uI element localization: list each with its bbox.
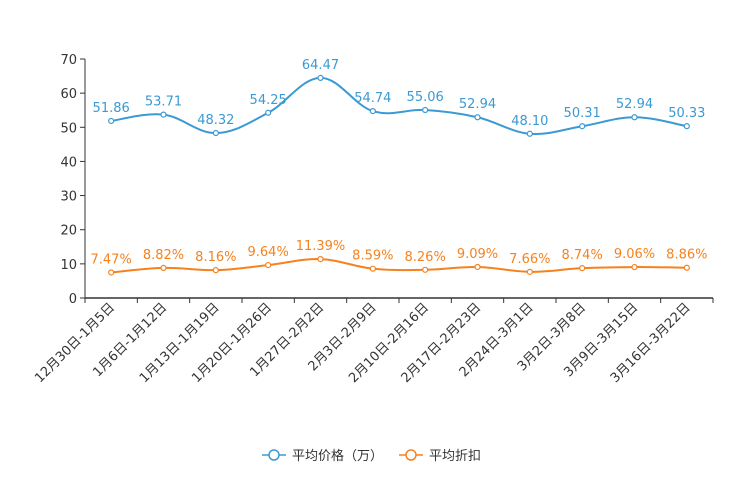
data-point — [683, 123, 690, 130]
data-label: 9.09% — [457, 247, 498, 262]
data-point — [579, 265, 586, 272]
data-point — [579, 123, 586, 130]
y-tick-label: 30 — [60, 190, 77, 205]
legend-marker-icon — [405, 449, 417, 461]
data-point — [108, 117, 115, 125]
data-label: 8.16% — [195, 250, 236, 265]
data-label: 50.33 — [668, 106, 705, 121]
data-label: 8.26% — [405, 250, 446, 265]
data-point — [631, 263, 638, 271]
data-point — [369, 265, 376, 272]
legend-item-2: 平均折扣 — [399, 449, 481, 464]
data-point — [108, 269, 115, 276]
data-point — [265, 109, 272, 116]
data-label: 7.47% — [91, 252, 132, 267]
legend: 平均价格（万） 平均折扣 — [262, 448, 481, 464]
series-line — [111, 258, 687, 274]
legend-label: 平均价格（万） — [292, 448, 383, 464]
data-label: 9.06% — [614, 247, 655, 262]
series-layer: 51.86 53.71 48.32 54.25 64.47 54.74 55.06 52.94… — [91, 58, 707, 276]
legend-label: 平均折扣 — [429, 449, 481, 464]
data-label: 48.32 — [197, 113, 234, 128]
data-label: 8.86% — [666, 248, 707, 263]
data-label: 8.59% — [352, 249, 393, 264]
legend-marker-icon — [268, 449, 280, 461]
data-point — [422, 266, 429, 273]
series-2: 7.47% 8.82% 8.16% 9.64% 11.39% 8.59% 8.26% 9.09… — [91, 239, 707, 276]
data-label: 9.64% — [248, 245, 289, 260]
data-label: 50.31 — [564, 106, 601, 121]
data-label: 52.94 — [459, 97, 496, 112]
series-1: 51.86 53.71 48.32 54.25 64.47 54.74 55.06 52.94… — [93, 58, 705, 137]
data-label: 54.74 — [354, 91, 391, 106]
data-point — [474, 114, 481, 121]
y-tick-label: 70 — [60, 53, 77, 68]
data-label: 8.74% — [562, 248, 603, 263]
data-point — [212, 129, 219, 137]
y-tick-label: 0 — [69, 292, 77, 307]
data-label: 55.06 — [407, 90, 444, 105]
data-point — [631, 114, 638, 121]
data-label: 48.10 — [511, 114, 548, 129]
data-point — [160, 264, 167, 271]
legend-item-1: 平均价格（万） — [262, 448, 383, 464]
data-label: 51.86 — [93, 101, 130, 116]
data-label: 53.71 — [145, 95, 182, 110]
data-point — [160, 111, 167, 118]
data-point — [474, 263, 481, 271]
data-label: 64.47 — [302, 58, 339, 73]
y-tick-label: 60 — [60, 87, 77, 102]
data-label: 11.39% — [296, 239, 346, 254]
y-tick-label: 40 — [60, 155, 77, 170]
y-tick-label: 20 — [60, 224, 77, 239]
data-point — [317, 74, 324, 81]
data-label: 54.25 — [250, 93, 287, 108]
data-point — [369, 108, 376, 115]
data-point — [526, 268, 533, 275]
data-label: 8.82% — [143, 248, 184, 263]
data-point — [265, 261, 272, 269]
data-point — [422, 106, 429, 114]
y-tick-label: 50 — [60, 121, 77, 136]
data-label: 7.66% — [509, 252, 550, 267]
data-point — [683, 264, 690, 271]
data-label: 52.94 — [616, 97, 653, 112]
data-point — [212, 267, 219, 274]
y-tick-label: 10 — [60, 258, 77, 273]
data-point — [317, 256, 324, 263]
data-point — [526, 130, 533, 137]
